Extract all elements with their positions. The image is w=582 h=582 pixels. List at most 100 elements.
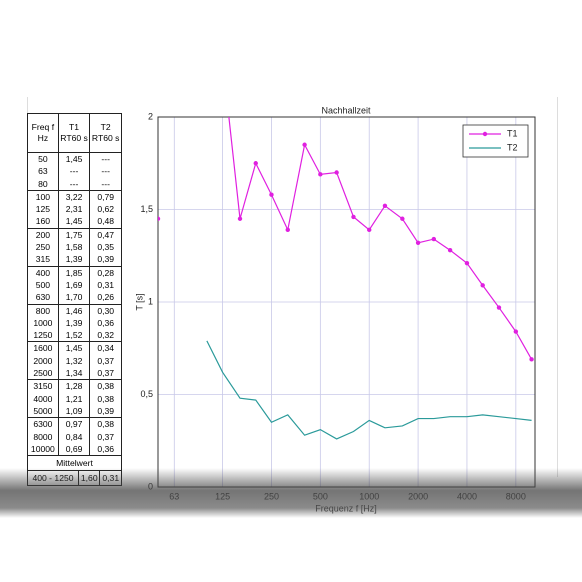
table-cell: 0,32 <box>89 329 122 343</box>
point <box>496 305 502 310</box>
point <box>220 57 224 61</box>
y-tick-label: 2 <box>148 111 153 121</box>
table-cell: 0,26 <box>89 291 122 305</box>
table-cell: 315 <box>27 253 59 267</box>
table-row: 160 1,45 0,48 <box>27 215 122 229</box>
x-tick-label: 8000 <box>506 491 526 501</box>
x-tick-label: 125 <box>215 491 230 501</box>
table-row: 315 1,39 0,39 <box>27 253 122 267</box>
point <box>302 142 307 147</box>
table-cell: 2000 <box>27 354 59 368</box>
point <box>158 216 161 221</box>
table-cell: 2500 <box>27 367 59 381</box>
rt60-table: Freq f Hz T1 RT60 s T2 RT60 s 50 1,45 --- 63 -… <box>27 113 122 457</box>
table-cell: 0,47 <box>89 228 122 242</box>
table-cell: 6300 <box>27 417 59 431</box>
table-cell: 1250 <box>27 329 59 343</box>
x-tick-label: 500 <box>313 491 328 501</box>
point <box>367 227 372 233</box>
table-row: 500 1,69 0,31 <box>27 278 122 292</box>
table-cell: 0,38 <box>89 379 122 393</box>
table-row: 1250 1,52 0,32 <box>27 329 122 343</box>
table-cell: 0,37 <box>89 367 122 381</box>
table-cell: 125 <box>27 203 59 216</box>
table-row: 200 1,75 0,47 <box>27 228 122 242</box>
table-row: 125 2,31 0,62 <box>27 203 122 216</box>
point <box>334 170 339 175</box>
point <box>400 216 405 221</box>
table-row: 50 1,45 --- <box>27 152 122 166</box>
plot-area <box>158 57 534 440</box>
table-cell: 0,35 <box>89 241 122 254</box>
y-tick-label: 0 <box>148 481 153 491</box>
x-tick-label: 2000 <box>408 491 428 501</box>
table-row: 3150 1,28 0,38 <box>27 379 122 393</box>
point <box>351 214 356 220</box>
x-tick-label: 63 <box>169 491 179 501</box>
table-cell: 100 <box>27 190 59 204</box>
table-cell: 0,36 <box>89 316 122 330</box>
point <box>382 203 388 208</box>
table-cell: 800 <box>27 304 59 317</box>
table-cell: 80 <box>27 177 59 191</box>
table-cell: 0,39 <box>89 404 122 419</box>
table-row: 63 --- --- <box>27 165 122 178</box>
table-cell: 63 <box>27 165 59 178</box>
point <box>464 260 470 266</box>
legend-marker <box>482 131 488 137</box>
table-row: 400 1,85 0,28 <box>27 266 122 279</box>
legend-box <box>462 124 529 158</box>
series-line <box>206 340 532 440</box>
y-axis-label: T [s] <box>134 293 144 310</box>
x-tick-label: 4000 <box>457 491 477 501</box>
table-cell: 0,79 <box>89 190 122 204</box>
table-cell: 1000 <box>27 316 59 330</box>
table-row: 6300 0,97 0,38 <box>27 417 122 431</box>
table-row: 250 1,58 0,35 <box>27 241 122 254</box>
table-cell: 160 <box>27 215 59 229</box>
point <box>285 227 290 233</box>
table-cell: 0,34 <box>89 341 122 355</box>
table-cell: 0,28 <box>89 266 122 279</box>
table-cell: 0,31 <box>89 278 122 292</box>
table-cell: 50 <box>27 152 59 166</box>
table-cell: 0,62 <box>89 203 122 216</box>
table-cell: --- <box>89 152 122 166</box>
point <box>269 192 274 197</box>
y-tick-label: 1,5 <box>140 204 153 214</box>
table-cell: 630 <box>27 291 59 305</box>
table-cell: 200 <box>27 228 59 242</box>
point <box>513 329 519 334</box>
table-cell: 3150 <box>27 379 59 393</box>
point <box>415 240 421 245</box>
table-row: 5000 1,09 0,39 <box>27 404 122 419</box>
y-tick-label: 0,5 <box>140 389 153 399</box>
x-axis-label: Frequenz f [Hz] <box>315 503 377 513</box>
table-cell: 0,37 <box>89 430 122 443</box>
x-tick-label: 1000 <box>359 491 379 501</box>
y-tick-label: 1 <box>148 296 153 306</box>
x-tick-label: 250 <box>264 491 279 501</box>
table-row: 2000 1,32 0,37 <box>27 354 122 368</box>
table-row: 80 --- --- <box>27 177 122 191</box>
table-cell: 0,38 <box>89 417 122 431</box>
table-cell: 8000 <box>27 430 59 443</box>
header-row: Freq f Hz T1 RT60 s T2 RT60 s <box>27 113 122 153</box>
table-cell: 500 <box>27 278 59 292</box>
table-cell: --- <box>89 177 122 191</box>
table-cell: 250 <box>27 241 59 254</box>
header-cell: Freq f Hz <box>27 113 59 153</box>
point <box>318 172 323 177</box>
table-row: 8000 0,84 0,37 <box>27 430 122 443</box>
table-cell: 400 <box>27 266 59 279</box>
table-cell: 5000 <box>27 404 59 419</box>
table-row: 100 3,22 0,79 <box>27 190 122 204</box>
table-cell: 0,30 <box>89 304 122 317</box>
table-row: 1000 1,39 0,36 <box>27 316 122 330</box>
table-cell: --- <box>89 165 122 178</box>
table-row: 2500 1,34 0,37 <box>27 367 122 381</box>
point <box>237 216 243 221</box>
point <box>431 236 437 242</box>
